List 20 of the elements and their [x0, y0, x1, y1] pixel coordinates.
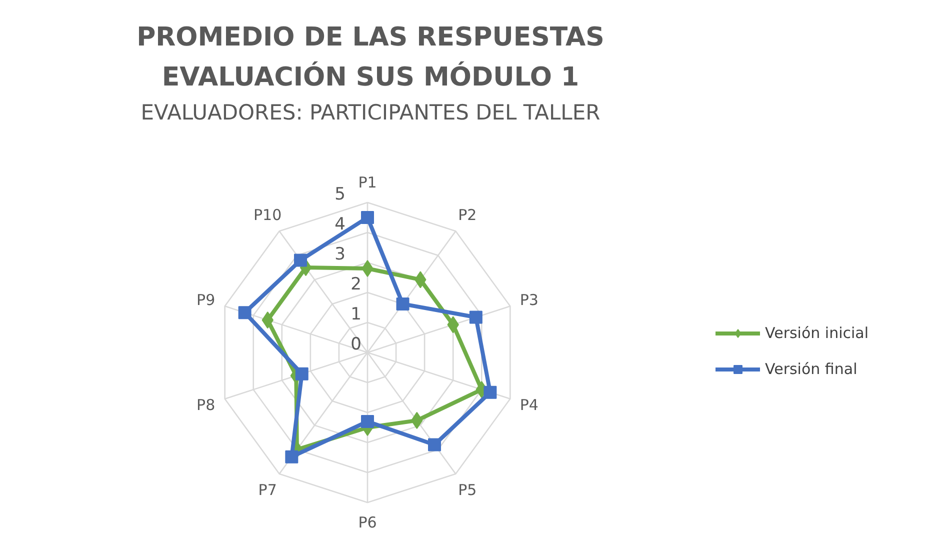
- chart-title: PROMEDIO DE LAS RESPUESTAS EVALUACIÓN SUS MÓDULO 1: [136, 22, 604, 92]
- spoke-label: P8: [196, 396, 216, 414]
- y-tick-label: 3: [334, 244, 346, 264]
- spoke-label: P10: [254, 206, 282, 224]
- chart-subtitle: EVALUADORES: PARTICIPANTES DEL TALLER: [140, 100, 600, 124]
- spoke-label: P6: [358, 514, 377, 532]
- spoke-label: P7: [258, 481, 277, 500]
- y-tick-label: 0: [350, 334, 362, 354]
- spoke-label: P5: [458, 481, 477, 500]
- spoke-label: P4: [520, 396, 538, 414]
- spoke-label: P2: [458, 206, 477, 224]
- y-tick-label: 2: [350, 274, 362, 294]
- y-tick-label: 1: [350, 304, 362, 324]
- spoke-label: P9: [196, 290, 216, 309]
- spoke-label: P3: [520, 290, 538, 309]
- legend-label: Versión final: [765, 360, 858, 378]
- legend-label: Versión inicial: [765, 324, 869, 342]
- y-tick-label: 4: [334, 214, 346, 234]
- y-tick-label: 5: [334, 184, 346, 204]
- spoke-label: P1: [358, 174, 377, 192]
